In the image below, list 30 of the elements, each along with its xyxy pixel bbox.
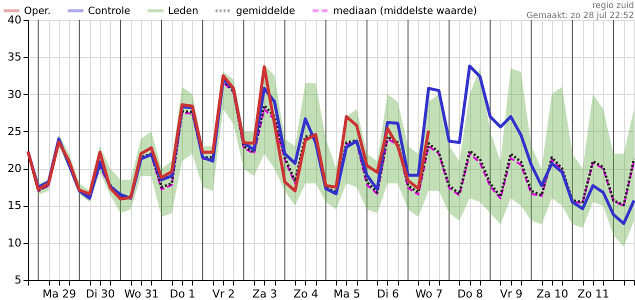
line-series <box>26 65 430 201</box>
y-tick-label: 35 <box>8 50 22 64</box>
x-tick-label: Wo 7 <box>415 288 443 300</box>
x-tick-label: Za 10 <box>536 288 568 300</box>
y-tick-label: 30 <box>8 88 22 101</box>
x-tick-label: Ma 5 <box>334 288 360 300</box>
x-tick-label: Do 8 <box>457 288 484 300</box>
legend-label: Oper. <box>24 6 51 17</box>
legend-label: gemiddelde <box>236 6 296 17</box>
legend-label: Controle <box>88 6 130 17</box>
x-tick-label: Di 30 <box>86 288 115 300</box>
y-tick-label: 40 <box>8 14 22 26</box>
annotation: Gemaakt: zo 28 jul 22:52 <box>526 11 634 21</box>
text: regio zuid <box>592 1 634 11</box>
y-tick-label: 25 <box>8 124 22 138</box>
x-tick-label: Zo 11 <box>578 288 610 300</box>
x-tick-label: Wo 31 <box>124 288 159 300</box>
x-tick-label: Do 1 <box>170 288 196 300</box>
x-tick-label: Vr 2 <box>212 288 235 300</box>
x-tick-label: Di 6 <box>376 288 400 300</box>
x-tick-label: Vr 9 <box>500 288 523 300</box>
y-tick-label: 5 <box>14 274 22 286</box>
y-tick-label: 20 <box>8 162 22 176</box>
y-tick-label: 15 <box>8 199 22 212</box>
x-tick-label: Ma 29 <box>42 288 76 300</box>
legend-label: mediaan (middelste waarde) <box>333 6 478 17</box>
y-tick-label: 10 <box>8 236 22 250</box>
legend-label: Leden <box>168 6 198 17</box>
x-tick-label: Za 3 <box>252 288 278 300</box>
x-tick-label: Zo 4 <box>293 288 318 300</box>
